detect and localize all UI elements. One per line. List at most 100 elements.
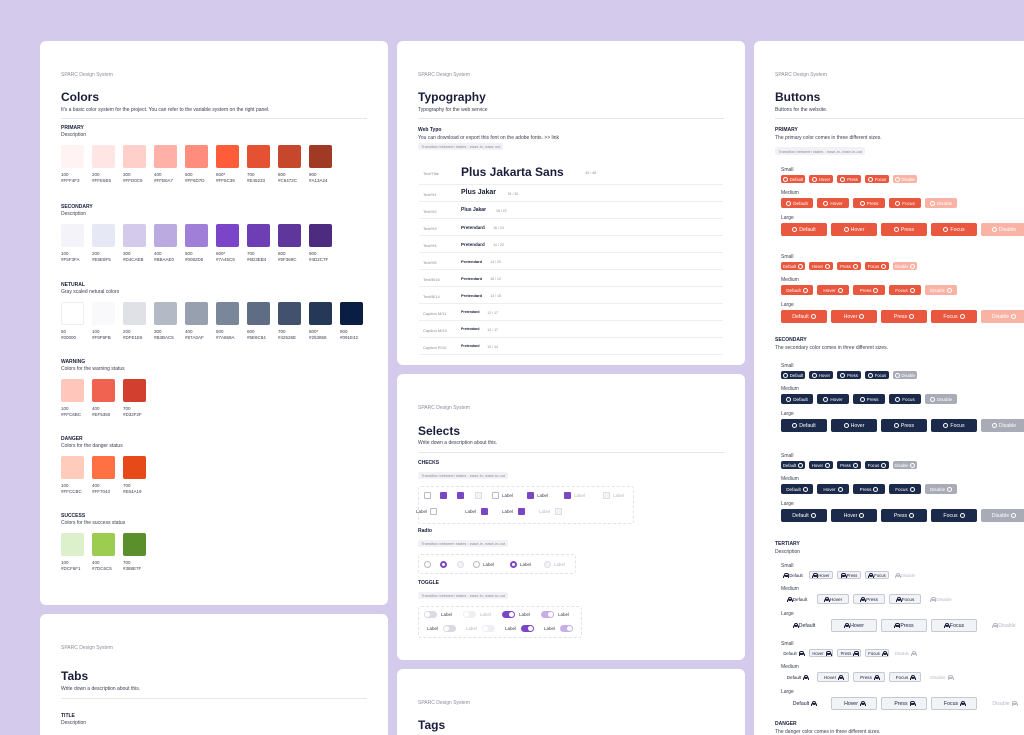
button-press[interactable]: Press (853, 394, 885, 404)
button-focus[interactable]: Focus (889, 394, 921, 404)
button-press[interactable]: Press (837, 371, 861, 379)
checkbox-checked[interactable] (518, 508, 525, 515)
button-disable[interactable]: Disable (981, 419, 1024, 432)
button-default[interactable]: Default (781, 371, 805, 379)
tertiary-button-press[interactable]: Press (881, 697, 927, 710)
tertiary-button-focus[interactable]: Focus (889, 672, 921, 682)
button-default[interactable]: Default (781, 198, 813, 208)
checkbox-disabled[interactable] (603, 492, 610, 499)
checkbox-checked[interactable] (457, 492, 464, 499)
checkbox-checked[interactable] (481, 508, 488, 515)
toggle-switch-on-disabled[interactable] (541, 611, 554, 618)
tertiary-button-disable[interactable]: Disable (893, 571, 917, 579)
button-press[interactable]: Press (881, 310, 927, 323)
checkbox-disabled[interactable] (555, 508, 562, 515)
button-disable[interactable]: Disable (981, 223, 1024, 236)
button-press[interactable]: Press (853, 198, 885, 208)
button-hover[interactable]: Hover (817, 394, 849, 404)
button-disable[interactable]: Disable (893, 371, 917, 379)
button-press[interactable]: Press (881, 509, 927, 522)
radio-button-selected[interactable] (440, 561, 447, 568)
toggle-switch-disabled[interactable] (463, 611, 476, 618)
button-hover[interactable]: Hover (831, 223, 877, 236)
button-focus[interactable]: Focus (865, 461, 889, 469)
tertiary-button-focus[interactable]: Focus (931, 697, 977, 710)
button-default[interactable]: Default (781, 461, 805, 469)
checkbox[interactable] (492, 492, 499, 499)
button-focus[interactable]: Focus (889, 285, 921, 295)
button-press[interactable]: Press (853, 285, 885, 295)
button-focus[interactable]: Focus (865, 262, 889, 270)
button-press[interactable]: Press (881, 223, 927, 236)
button-hover[interactable]: Hover (831, 419, 877, 432)
button-focus[interactable]: Focus (931, 310, 977, 323)
toggle-switch[interactable] (424, 611, 437, 618)
button-disable[interactable]: Disable (893, 262, 917, 270)
tertiary-button-hover[interactable]: Hover (817, 594, 849, 604)
tertiary-button-hover[interactable]: Hover (809, 571, 833, 579)
button-focus[interactable]: Focus (865, 371, 889, 379)
button-focus[interactable]: Focus (931, 223, 977, 236)
button-default[interactable]: Default (781, 509, 827, 522)
button-hover[interactable]: Hover (831, 310, 877, 323)
tertiary-button-focus[interactable]: Focus (931, 619, 977, 632)
button-focus[interactable]: Focus (865, 175, 889, 183)
radio-button-disabled[interactable] (544, 561, 551, 568)
tertiary-button-disable[interactable]: Disable (925, 672, 957, 682)
radio-button-selected[interactable] (510, 561, 517, 568)
button-disable[interactable]: Disable (981, 509, 1024, 522)
button-disable[interactable]: Disable (981, 310, 1024, 323)
button-disable[interactable]: Disable (893, 461, 917, 469)
toggle-switch-disabled[interactable] (482, 625, 495, 632)
button-default[interactable]: Default (781, 175, 805, 183)
button-hover[interactable]: Hover (809, 371, 833, 379)
button-default[interactable]: Default (781, 310, 827, 323)
button-hover[interactable]: Hover (809, 175, 833, 183)
tertiary-button-default[interactable]: Default (781, 571, 805, 579)
button-press[interactable]: Press (837, 461, 861, 469)
button-default[interactable]: Default (781, 394, 813, 404)
button-disable[interactable]: Disable (925, 394, 957, 404)
radio-button[interactable] (424, 561, 431, 568)
button-hover[interactable]: Hover (817, 198, 849, 208)
tertiary-button-disable[interactable]: Disable (981, 619, 1024, 632)
button-default[interactable]: Default (781, 484, 813, 494)
tertiary-button-default[interactable]: Default (781, 619, 827, 632)
button-default[interactable]: Default (781, 262, 805, 270)
tertiary-button-press[interactable]: Press (837, 649, 861, 657)
tertiary-button-press[interactable]: Press (853, 672, 885, 682)
button-disable[interactable]: Disable (893, 175, 917, 183)
tertiary-button-hover[interactable]: Hover (817, 672, 849, 682)
tertiary-button-hover[interactable]: Hover (831, 619, 877, 632)
button-press[interactable]: Press (837, 262, 861, 270)
button-default[interactable]: Default (781, 285, 813, 295)
tertiary-button-default[interactable]: Default (781, 697, 827, 710)
button-press[interactable]: Press (853, 484, 885, 494)
tertiary-button-default[interactable]: Default (781, 672, 813, 682)
checkbox-checked[interactable] (527, 492, 534, 499)
button-disable[interactable]: Disable (925, 285, 957, 295)
checkbox[interactable] (430, 508, 437, 515)
button-hover[interactable]: Hover (831, 509, 877, 522)
tertiary-button-focus[interactable]: Focus (889, 594, 921, 604)
tertiary-button-disable[interactable]: Disable (893, 649, 917, 657)
button-press[interactable]: Press (837, 175, 861, 183)
button-disable[interactable]: Disable (925, 484, 957, 494)
checkbox-disabled[interactable] (475, 492, 482, 499)
toggle-switch[interactable] (443, 625, 456, 632)
radio-button-disabled[interactable] (457, 561, 464, 568)
checkbox-checked[interactable] (440, 492, 447, 499)
toggle-switch-on-disabled[interactable] (560, 625, 573, 632)
button-focus[interactable]: Focus (889, 198, 921, 208)
tertiary-button-hover[interactable]: Hover (831, 697, 877, 710)
tertiary-button-focus[interactable]: Focus (865, 649, 889, 657)
tertiary-button-press[interactable]: Press (837, 571, 861, 579)
button-hover[interactable]: Hover (809, 262, 833, 270)
checkbox-checked[interactable] (564, 492, 571, 499)
tertiary-button-default[interactable]: Default (781, 649, 805, 657)
button-default[interactable]: Default (781, 419, 827, 432)
tertiary-button-hover[interactable]: Hover (809, 649, 833, 657)
button-hover[interactable]: Hover (817, 285, 849, 295)
button-press[interactable]: Press (881, 419, 927, 432)
toggle-switch-on[interactable] (521, 625, 534, 632)
